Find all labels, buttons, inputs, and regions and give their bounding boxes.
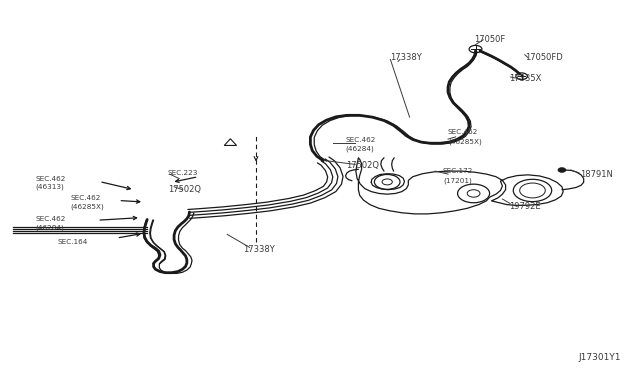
Text: 19792E: 19792E (509, 202, 541, 211)
Text: SEC.164: SEC.164 (58, 239, 88, 245)
Text: SEC.462: SEC.462 (35, 217, 65, 222)
Text: SEC.172: SEC.172 (443, 168, 473, 174)
Text: 17050FD: 17050FD (525, 53, 563, 62)
Text: 17502Q: 17502Q (168, 185, 201, 194)
Text: 17335X: 17335X (509, 74, 542, 83)
Text: SEC.462: SEC.462 (35, 176, 65, 182)
Text: (46313): (46313) (35, 183, 64, 190)
Text: (46284): (46284) (346, 145, 374, 152)
Text: SEC.462: SEC.462 (346, 137, 376, 142)
Text: (46285X): (46285X) (70, 203, 104, 210)
Text: 17050F: 17050F (474, 35, 505, 44)
Text: (46284): (46284) (35, 224, 64, 231)
Text: SEC.223: SEC.223 (168, 170, 198, 176)
Text: (46285X): (46285X) (448, 138, 482, 145)
Text: SEC.462: SEC.462 (448, 129, 478, 135)
Text: 17338Y: 17338Y (390, 53, 422, 62)
Text: (17201): (17201) (443, 177, 472, 184)
Text: 18791N: 18791N (580, 170, 612, 179)
Circle shape (558, 168, 566, 172)
Text: J17301Y1: J17301Y1 (579, 353, 621, 362)
Text: 17338Y: 17338Y (243, 245, 275, 254)
Text: 17502Q: 17502Q (346, 161, 379, 170)
Text: SEC.462: SEC.462 (70, 195, 100, 201)
